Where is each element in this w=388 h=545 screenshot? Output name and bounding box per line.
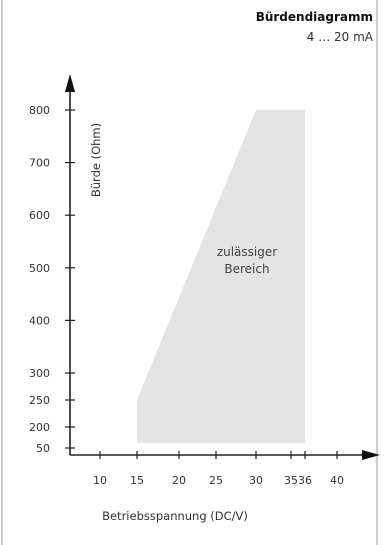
region-label-line-1: zulässiger [217, 245, 277, 259]
x-ticks: 10 15 20 25 30 35 36 40 [93, 451, 344, 487]
chart-title: Bürdendiagramm [256, 10, 373, 24]
y-tick-label: 500 [29, 262, 50, 275]
x-tick-label: 15 [130, 474, 144, 487]
y-tick-label: 250 [29, 394, 50, 407]
x-axis-arrow [362, 450, 380, 460]
y-axis-arrow [65, 74, 75, 92]
x-tick-label: 30 [249, 474, 263, 487]
x-tick-label: 36 [298, 474, 312, 487]
region-label-line-2: Bereich [224, 262, 269, 276]
x-tick-label: 20 [172, 474, 186, 487]
y-axis-label: Bürde (Ohm) [89, 123, 103, 197]
y-ticks: 50 200 250 300 400 500 600 700 800 [29, 104, 75, 455]
x-tick-label: 35 [284, 474, 298, 487]
y-tick-label: 700 [29, 157, 50, 170]
y-tick-label: 300 [29, 367, 50, 380]
y-tick-label: 200 [29, 421, 50, 434]
y-tick-label: 800 [29, 104, 50, 117]
x-tick-label: 10 [93, 474, 107, 487]
x-tick-label: 40 [330, 474, 344, 487]
y-tick-label: 600 [29, 209, 50, 222]
y-tick-label: 50 [36, 442, 50, 455]
y-tick-label: 400 [29, 314, 50, 327]
axes [65, 74, 380, 460]
x-tick-label: 25 [209, 474, 223, 487]
permissible-region [137, 110, 305, 443]
x-axis-label: Betriebsspannung (DC/V) [102, 509, 248, 523]
chart-subtitle: 4 … 20 mA [307, 30, 374, 44]
